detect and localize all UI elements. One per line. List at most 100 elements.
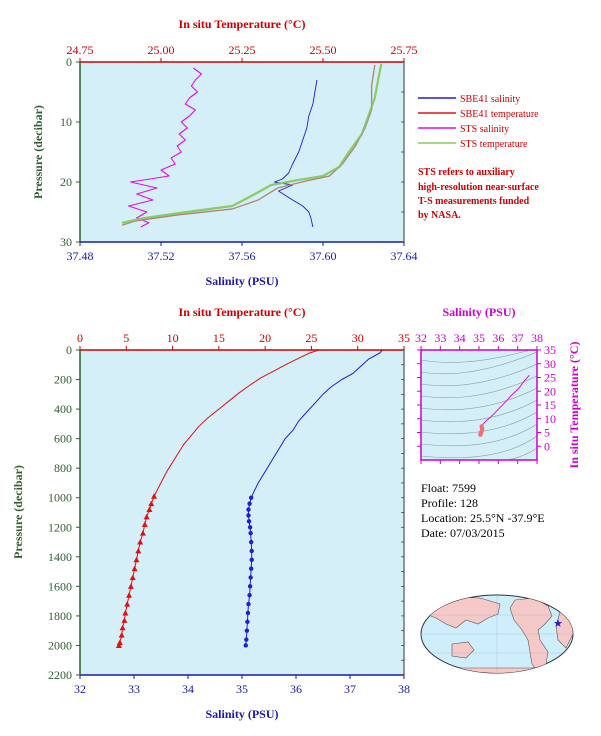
full-profile-salinity-tick-label: 34 [182,682,194,696]
near-surface-pressure-tick-label: 10 [60,115,72,129]
full-profile-temp-tick-label: 15 [213,331,225,345]
density-contour [421,350,531,363]
near-surface-series-sts-temperature [121,63,383,224]
full-profile-pressure-tick-label: 1200 [48,520,72,534]
near-surface-salinity-tick-label: 37.52 [148,249,175,263]
density-contour [421,351,537,375]
float-info: Float: 7599 Profile: 128 Location: 25.5°… [421,481,545,540]
near-surface-pressure-tick-label: 20 [60,175,72,189]
near-surface-pressure-tick-label: 30 [60,235,72,249]
ts-top-axis-label: Salinity (PSU) [442,305,515,319]
continent-australia [451,641,475,659]
full-profile-marker-salinity [246,507,251,512]
near-surface-temp-tick-label: 24.75 [67,43,94,57]
full-profile-top-axis-label: In situ Temperature (°C) [179,305,306,319]
full-profile-pressure-tick-label: 1800 [48,609,72,623]
full-profile-temp-tick-label: 0 [77,331,83,345]
near-surface-left-axis-label: Pressure (decibar) [31,105,45,199]
full-profile-marker-salinity [247,525,253,530]
near-surface-plot-area [80,62,404,242]
near-surface-salinity-tick-label: 37.64 [391,249,418,263]
full-profile-temp-tick-label: 5 [123,331,129,345]
legend-label-sbe-temperature: SBE41 temperature [460,109,539,120]
ts-temp-tick-label: 35 [544,343,556,357]
full-profile-pressure-tick-label: 1400 [48,550,72,564]
full-profile-marker-temperature [122,609,129,616]
full-profile-marker-salinity [248,566,254,571]
full-profile-plot-area [80,350,404,675]
full-profile-marker-salinity [245,610,251,616]
full-profile-marker-temperature [146,506,153,513]
full-profile-salinity-tick-label: 32 [74,682,86,696]
near-surface-salinity-tick-label: 37.48 [67,249,94,263]
full-profile-pressure-tick-label: 1000 [48,491,72,505]
full-profile-marker-salinity [246,519,252,524]
legend-note-line-4: by NASA. [418,210,461,221]
near-surface-series-sts-salinity [128,67,203,228]
full-profile-pressure-tick-label: 2000 [48,638,72,652]
near-surface-bottom-axis-label: Salinity (PSU) [205,274,278,288]
full-profile-marker-salinity [244,637,249,642]
ts-temp-tick-label: 10 [544,412,556,426]
full-profile-marker-temperature [133,556,140,563]
full-profile-temp-tick-label: 25 [305,331,317,345]
near-surface-pressure-tick-label: 0 [66,55,72,69]
full-profile-marker-temperature [118,632,125,638]
near-surface-series-overlap-trace [121,64,376,226]
full-profile-temp-tick-label: 35 [398,331,410,345]
full-profile-marker-salinity [247,593,252,598]
ts-point [479,424,484,429]
density-contour [421,411,537,435]
near-surface-temp-tick-label: 25.00 [148,43,175,57]
near-surface-temp-tick-label: 25.25 [229,43,256,57]
full-profile-marker-temperature [131,565,138,572]
full-profile-marker-temperature [135,547,142,554]
full-profile-marker-temperature [141,521,148,527]
near-surface-series-sbe41-salinity [273,79,318,228]
ts-temp-tick-label: 25 [544,371,556,385]
near-surface-temp-tick-label: 25.50 [310,43,337,57]
profile-number-text: Profile: 128 [421,496,478,510]
full-profile-pressure-tick-label: 0 [66,343,72,357]
full-profile-marker-salinity [245,619,250,625]
full-profile-marker-temperature [151,493,158,499]
full-profile-marker-salinity [247,584,253,589]
full-profile-marker-temperature [124,601,131,607]
full-profile-salinity-tick-label: 36 [290,682,302,696]
date-text: Date: 07/03/2015 [421,526,505,540]
density-contour [440,447,537,460]
near-surface-top-axis-label: In situ Temperature (°C) [179,17,306,31]
full-profile-left-axis-label: Pressure (decibar) [11,465,25,559]
full-profile-marker-salinity [249,548,254,554]
full-profile-marker-temperature [139,530,146,536]
near-surface-temp-tick-label: 25.75 [391,43,418,57]
ts-temp-tick-label: 0 [544,439,550,453]
float-id-text: Float: 7599 [421,481,476,495]
legend-label-sbe-salinity: SBE41 salinity [460,94,520,105]
full-profile-ticks: 0 5 10 15 20 25 30 35 32 33 34 35 36 37 38 0 200 400 600 80… [48,331,410,696]
ts-density-contours [421,350,537,460]
ts-salinity-tick-label: 36 [492,331,504,345]
location-text: Location: 25.5°N -37.9°E [421,511,545,525]
full-profile-marker-salinity [246,601,251,607]
near-surface-series-group [121,63,383,228]
ts-salinity-tick-label: 34 [454,331,466,345]
full-profile-salinity-tick-label: 38 [398,682,410,696]
full-profile-marker-salinity [247,501,252,506]
near-surface-ticks: 24.75 25.00 25.25 25.50 25.75 37.48 37.52 37.56… [60,43,418,263]
full-profile-marker-temperature [126,592,133,598]
legend-note-line-1: STS refers to auxiliary [418,167,515,178]
full-profile-pressure-tick-label: 400 [54,402,72,416]
full-profile-marker-salinity [246,513,251,518]
full-profile-pressure-tick-label: 800 [54,461,72,475]
full-profile-series-group [115,349,383,648]
near-surface-panel: 24.75 25.00 25.25 25.50 25.75 37.48 37.52 37.56… [31,17,418,288]
density-contour [421,363,537,387]
full-profile-pressure-tick-label: 1600 [48,579,72,593]
ts-temp-tick-label: 15 [544,398,556,412]
full-profile-marker-temperature [127,583,134,589]
full-profile-marker-temperature [148,500,155,507]
